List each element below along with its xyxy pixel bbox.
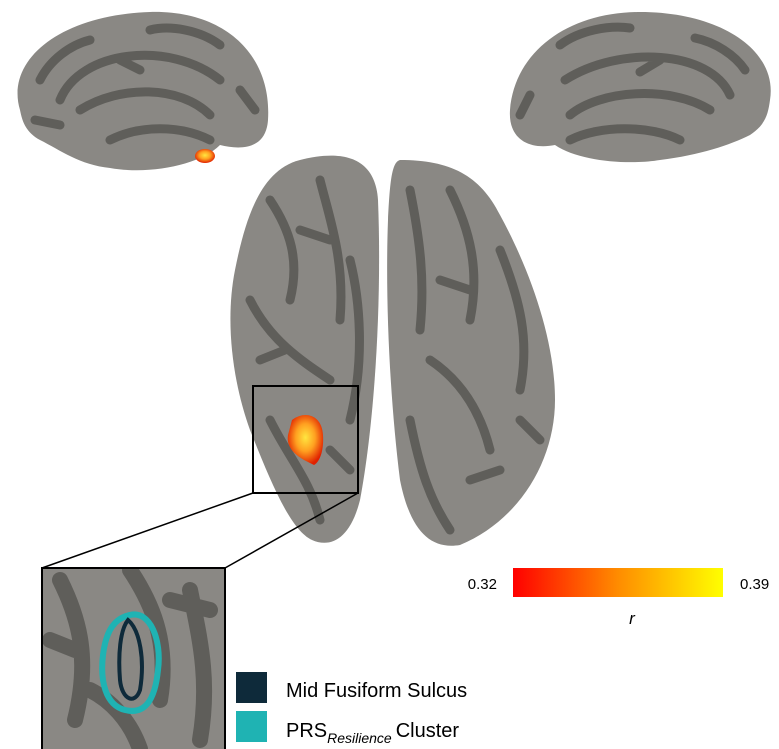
sulcus-outline	[117, 617, 144, 701]
activation-blob	[287, 415, 324, 465]
legend-swatch	[236, 672, 267, 703]
colorbar	[513, 568, 723, 597]
legend-label: PRS	[286, 720, 327, 742]
medial-right-hemisphere	[509, 12, 771, 163]
inset-frame	[41, 567, 226, 749]
legend-subscript: Resilience	[327, 730, 392, 746]
colorbar-max: 0.39	[740, 576, 769, 593]
cluster-outline	[99, 611, 162, 714]
legend-label: PRSResilience Cluster	[286, 720, 459, 746]
ventral-left-hemisphere	[230, 155, 380, 543]
legend-label: Mid Fusiform Sulcus	[286, 680, 467, 702]
legend-suffix: Cluster	[396, 720, 460, 742]
legend-swatch	[236, 711, 267, 742]
ventral-right-hemisphere	[387, 160, 555, 546]
colorbar-label: r	[629, 609, 636, 628]
colorbar-min: 0.32	[468, 576, 497, 593]
activation-blob	[195, 149, 215, 163]
medial-left-hemisphere	[17, 11, 269, 171]
connector-line	[224, 492, 359, 569]
connector-line	[41, 492, 254, 569]
inset	[42, 568, 225, 749]
zoom-box	[252, 385, 359, 494]
